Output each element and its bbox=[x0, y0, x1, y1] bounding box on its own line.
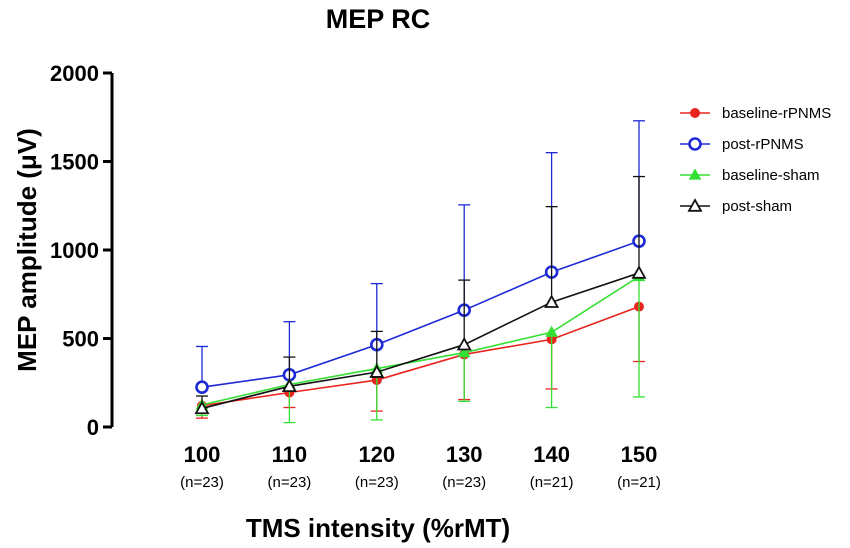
data-point bbox=[369, 364, 385, 378]
series-post-sham bbox=[194, 175, 647, 415]
x-tick-sublabel: (n=23) bbox=[180, 474, 224, 491]
data-point bbox=[281, 378, 297, 392]
legend-marker bbox=[687, 198, 703, 212]
plot-area: 0 500 1000 1500 2000 100 (n=23) 110 (n=23) 120 (n=… bbox=[50, 61, 661, 491]
data-point bbox=[457, 346, 471, 358]
y-tick-label: 2000 bbox=[50, 61, 99, 86]
legend-marker bbox=[688, 168, 702, 180]
y-tick-label: 0 bbox=[87, 415, 99, 440]
legend-label: baseline-rPNMS bbox=[722, 105, 831, 122]
x-tick-label: 110 bbox=[272, 442, 308, 467]
legend-label: post-sham bbox=[722, 198, 792, 215]
series-line bbox=[201, 305, 640, 407]
legend: baseline-rPNMS post-rPNMS baseline-sham pos… bbox=[680, 105, 831, 215]
series-post-rpnms bbox=[195, 120, 646, 394]
x-tick-label: 120 bbox=[358, 442, 395, 467]
series-line bbox=[201, 272, 640, 410]
y-tick-label: 500 bbox=[62, 327, 99, 352]
legend-marker bbox=[688, 137, 702, 151]
y-tick-label: 1500 bbox=[50, 150, 99, 175]
data-point bbox=[544, 294, 560, 308]
x-tick-sublabel: (n=23) bbox=[442, 474, 486, 491]
legend-item-baseline-sham: baseline-sham bbox=[680, 167, 820, 184]
x-tick-sublabel: (n=23) bbox=[355, 474, 399, 491]
data-point bbox=[194, 400, 210, 415]
y-tick-label: 1000 bbox=[50, 238, 99, 263]
x-tick-label: 150 bbox=[621, 442, 658, 467]
series-line bbox=[201, 275, 640, 406]
x-tick-label: 100 bbox=[184, 442, 221, 467]
x-tick-label: 140 bbox=[533, 442, 570, 467]
legend-item-post-rpnms: post-rPNMS bbox=[680, 136, 804, 153]
data-point bbox=[545, 325, 558, 337]
legend-label: post-rPNMS bbox=[722, 136, 804, 153]
chart-title: MEP RC bbox=[326, 4, 431, 34]
x-tick-label: 130 bbox=[446, 442, 483, 467]
data-point bbox=[631, 265, 647, 279]
x-tick-sublabel: (n=21) bbox=[617, 474, 661, 491]
data-point bbox=[456, 336, 472, 351]
series-line bbox=[201, 240, 640, 388]
x-tick-sublabel: (n=23) bbox=[268, 474, 312, 491]
data-point bbox=[195, 380, 209, 394]
legend-item-baseline-rpnms: baseline-rPNMS bbox=[680, 105, 831, 122]
legend-marker bbox=[690, 108, 700, 118]
x-tick-sublabel: (n=21) bbox=[530, 474, 574, 491]
legend-item-post-sham: post-sham bbox=[680, 198, 792, 215]
legend-label: baseline-sham bbox=[722, 167, 820, 184]
y-axis-title: MEP amplitude (μV) bbox=[12, 128, 42, 372]
x-axis-title: TMS intensity (%rMT) bbox=[246, 513, 510, 543]
